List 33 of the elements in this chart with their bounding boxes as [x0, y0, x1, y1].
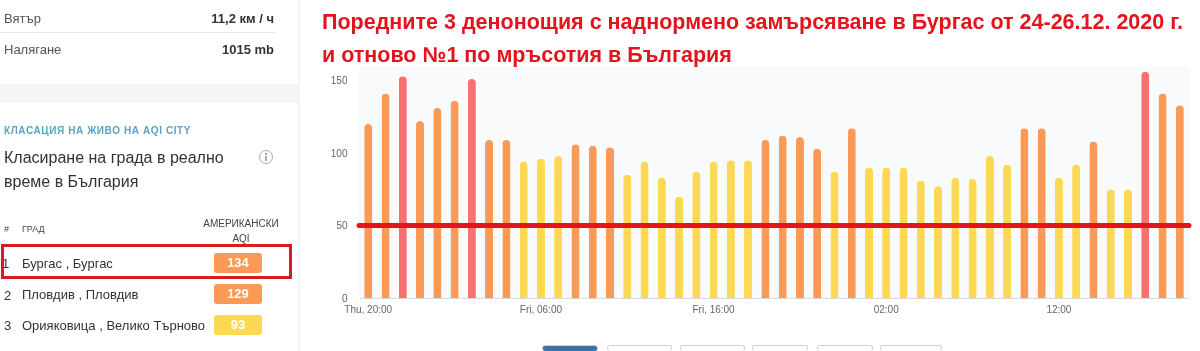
text: Вятър [4, 11, 41, 26]
text: Пловдив , Пловдив [22, 287, 139, 302]
x-tick-label: Thu, 20:00 [344, 303, 393, 315]
y-tick-label: 0 [341, 292, 348, 304]
text: КЛАСАЦИЯ НА ЖИВО НА AQI CITY [4, 125, 192, 136]
text: ГРАД [22, 224, 45, 234]
y-tick-label: 50 [336, 220, 348, 231]
text: # [4, 224, 10, 234]
text: 134 [214, 253, 262, 273]
bar [605, 147, 615, 298]
bar [1123, 189, 1133, 298]
text: 3 [4, 318, 12, 333]
x-tick-label: Fri, 06:00 [519, 303, 563, 315]
text: 2 [4, 288, 12, 303]
text: Орияковица , Велико Търново [22, 318, 206, 333]
bar [933, 186, 943, 298]
text: 93 [214, 315, 262, 335]
text: 129 [214, 284, 262, 304]
text: 1015 mb [221, 42, 274, 57]
y-tick-label: 150 [330, 75, 348, 86]
text: Бургас , Бургас [22, 256, 113, 271]
y-tick-label: 100 [330, 147, 348, 159]
x-tick-label: 12:00 [1046, 303, 1072, 315]
bar [864, 167, 874, 298]
x-tick-label: 02:00 [873, 303, 900, 315]
text: 11,2 км / ч [211, 11, 274, 26]
bar [415, 121, 425, 298]
text: Налягане [4, 42, 62, 57]
chart-title: Поредните 3 денонощия с наднормено замърсяване в Бургас от 24-26.12. 2020 г. и отново №1 по мръсотия в България [322, 9, 1184, 69]
bar [674, 196, 684, 298]
text: Класиране на града в реално време в България [4, 148, 225, 192]
x-tick-label: Fri, 16:00 [692, 303, 736, 315]
text: АМЕРИКАНСКИ AQI [202, 217, 280, 246]
